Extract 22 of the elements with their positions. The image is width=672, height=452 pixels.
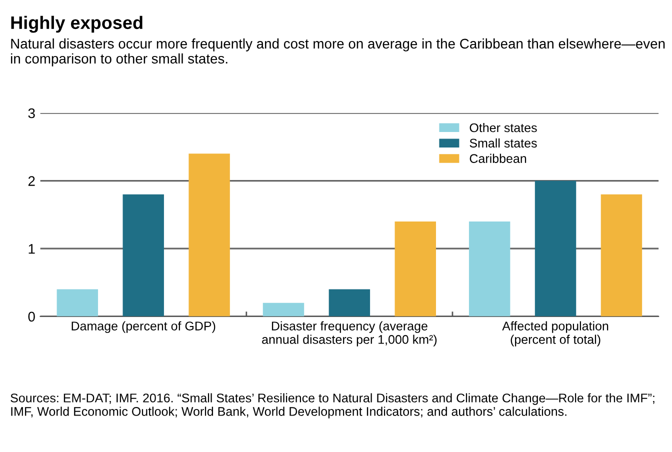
bar [328,289,370,316]
x-tick-label: Disaster frequency (average annual disasters per 1,000 km²) [262,321,437,346]
bar [262,302,304,316]
legend-label: Small states [470,138,537,148]
bar [468,221,510,316]
bar [600,194,642,316]
y-tick-label: 1 [28,244,35,254]
y-tick-label: 3 [28,108,35,118]
bar [56,289,98,316]
legend-label: Other states [470,123,537,132]
legend-label: Caribbean [470,154,526,163]
chart-title: Highly exposed [11,16,142,33]
y-tick-label: 0 [28,312,35,322]
x-tick-label: Affected population (percent of total) [502,321,608,346]
bar [394,221,436,316]
bar [122,194,164,316]
y-tick-label: 2 [28,176,35,186]
bar [188,154,230,316]
x-tick-label: Damage (percent of GDP) [72,321,216,333]
bar [534,180,576,316]
chart-subtitle: Natural disasters occur more frequently and cost more on average in the Caribbean than elsewhere—even in comparison to other small states. [11,38,665,66]
source-note: Sources: EM-DAT; IMF. 2016. “Small States’ Resilience to Natural Disasters and Climate Change—Role for the IMF”; IMF, World Economic Outlook; World Bank, World Development Indicators; and authors’ calculations. [10,393,654,418]
